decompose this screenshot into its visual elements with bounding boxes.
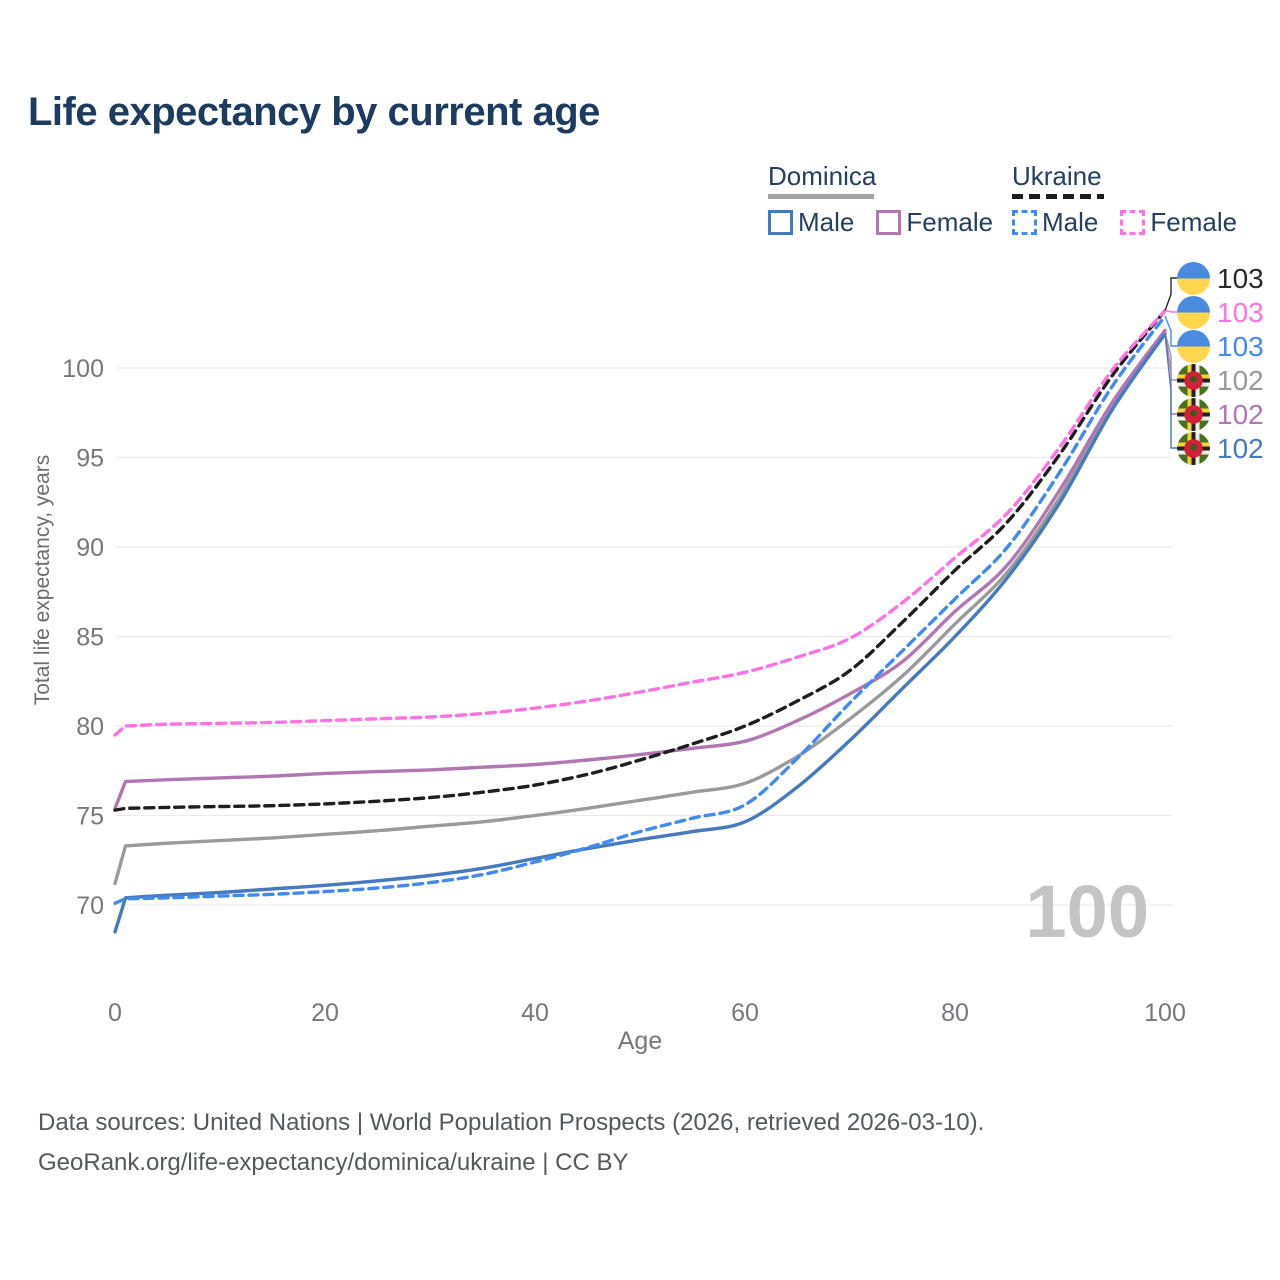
ukraine-flag-icon	[1177, 329, 1210, 363]
end-label-row: 102	[1177, 397, 1264, 431]
dominica-flag-icon	[1177, 397, 1210, 431]
legend-country-ukraine[interactable]: Ukraine	[1012, 161, 1102, 191]
footer-attribution: GeoRank.org/life-expectancy/dominica/ukr…	[38, 1149, 629, 1176]
end-label-row: 103	[1177, 261, 1264, 295]
y-tick-label: 80	[76, 713, 104, 741]
end-label-value: 102	[1217, 398, 1264, 430]
legend-item-dominica-female[interactable]: Female	[876, 207, 993, 238]
chart-title: Life expectancy by current age	[28, 90, 600, 134]
end-label-value: 103	[1217, 262, 1264, 294]
footer: Data sources: United Nations | World Pop…	[38, 1103, 984, 1183]
y-tick-label: 75	[76, 803, 104, 831]
series-line-ukraine-both	[113, 309, 1167, 812]
x-axis-label: Age	[618, 1027, 662, 1055]
legend-key-line-dominica	[768, 194, 874, 199]
end-label-value: 102	[1217, 432, 1264, 464]
footer-data-sources: Data sources: United Nations | World Pop…	[38, 1109, 985, 1136]
series-line-dominica-male	[113, 332, 1167, 934]
x-tick-label: 0	[108, 999, 122, 1027]
legend-item-ukraine-male[interactable]: Male	[1012, 207, 1098, 238]
legend-swatch-ukraine-male[interactable]	[1012, 210, 1037, 235]
legend-group-ukraine: Ukraine Male Female	[1012, 161, 1237, 238]
legend-swatch-dominica-female[interactable]	[876, 210, 902, 235]
series-line-dominica-both	[113, 330, 1167, 886]
legend-swatch-dominica-male[interactable]	[768, 210, 793, 235]
y-tick-label: 70	[76, 892, 104, 920]
end-label-value: 102	[1217, 364, 1264, 396]
x-tick-label: 60	[731, 999, 759, 1027]
legend-item-ukraine-female[interactable]: Female	[1120, 207, 1237, 238]
age-counter-watermark: 100	[1025, 870, 1149, 953]
legend-group-dominica: Dominica Male Female	[768, 161, 993, 238]
ukraine-flag-icon	[1177, 261, 1210, 295]
y-tick-label: 95	[76, 445, 104, 473]
end-label-connector	[1164, 333, 1178, 449]
end-label-row: 103	[1177, 329, 1264, 363]
end-label-row: 102	[1177, 431, 1264, 465]
y-tick-label: 85	[76, 624, 104, 652]
y-axis-label: Total life expectancy, years	[31, 454, 54, 706]
legend-country-dominica[interactable]: Dominica	[768, 161, 877, 191]
end-label-connector	[1164, 315, 1178, 347]
series-line-dominica-female	[113, 328, 1167, 811]
series-line-ukraine-male	[113, 314, 1167, 905]
x-tick-label: 80	[941, 999, 969, 1027]
dominica-flag-icon	[1177, 363, 1210, 397]
end-label-value: 103	[1217, 296, 1264, 328]
end-label-row: 103	[1177, 295, 1264, 329]
x-tick-label: 40	[521, 999, 549, 1027]
end-label-row: 102	[1177, 363, 1264, 397]
end-label-connector	[1164, 277, 1178, 311]
end-label-value: 103	[1217, 330, 1264, 362]
end-label-connector	[1164, 310, 1178, 313]
y-tick-label: 100	[62, 355, 104, 383]
x-tick-label: 20	[311, 999, 339, 1027]
x-tick-label: 100	[1144, 999, 1186, 1027]
ukraine-flag-icon	[1177, 295, 1210, 329]
series-line-ukraine-female	[113, 309, 1167, 737]
dominica-flag-icon	[1177, 431, 1210, 465]
legend-swatch-ukraine-female[interactable]	[1120, 210, 1146, 235]
legend-key-line-ukraine	[1012, 194, 1104, 199]
y-tick-label: 90	[76, 534, 104, 562]
legend-item-dominica-male[interactable]: Male	[768, 207, 854, 238]
